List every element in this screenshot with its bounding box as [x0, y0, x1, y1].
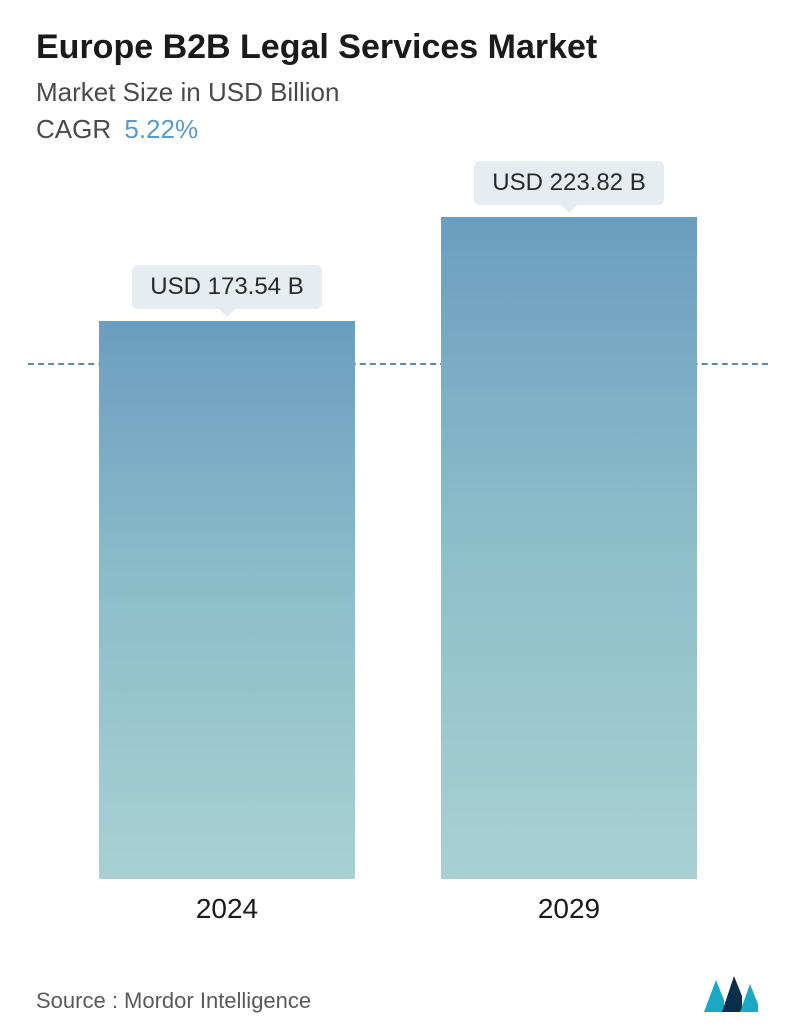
chart-subtitle: Market Size in USD Billion — [36, 77, 760, 108]
value-pill-2024: USD 173.54 B — [132, 265, 321, 309]
xaxis-label-2029: 2029 — [538, 893, 600, 925]
bar-2029 — [441, 217, 697, 879]
value-pill-2029: USD 223.82 B — [474, 161, 663, 205]
source-text: Source : Mordor Intelligence — [36, 988, 311, 1014]
bar-2024 — [99, 321, 355, 879]
xaxis-label-2024: 2024 — [196, 893, 258, 925]
bar-group-2029: USD 223.82 B 2029 — [429, 161, 709, 925]
chart-footer: Source : Mordor Intelligence — [36, 972, 760, 1014]
cagr-value: 5.22% — [124, 114, 198, 144]
bars-container: USD 173.54 B 2024 USD 223.82 B 2029 — [36, 185, 760, 925]
chart-title: Europe B2B Legal Services Market — [36, 28, 760, 67]
mordor-logo-icon — [702, 972, 760, 1014]
cagr-row: CAGR 5.22% — [36, 114, 760, 145]
bar-group-2024: USD 173.54 B 2024 — [87, 265, 367, 925]
cagr-label: CAGR — [36, 114, 111, 144]
chart-plot-area: USD 173.54 B 2024 USD 223.82 B 2029 — [36, 185, 760, 925]
